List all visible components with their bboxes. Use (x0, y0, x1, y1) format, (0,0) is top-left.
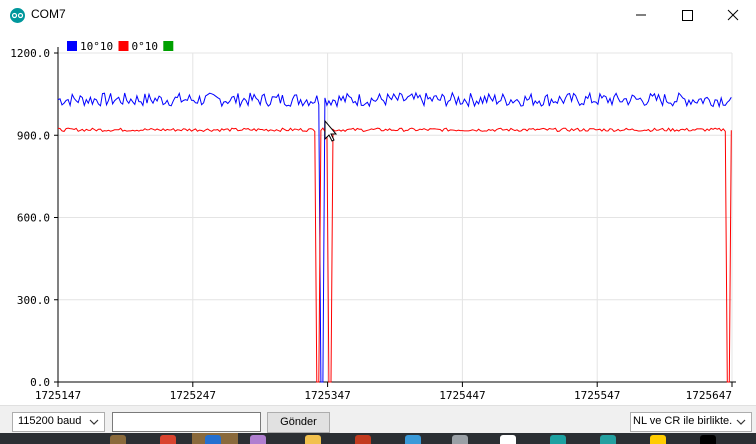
taskbar (0, 433, 756, 444)
taskbar-app-icon[interactable] (160, 435, 176, 444)
window-title: COM7 (31, 7, 66, 21)
taskbar-app-icon[interactable] (700, 435, 716, 444)
series-line-1 (57, 127, 732, 383)
taskbar-app-icon[interactable] (500, 435, 516, 444)
send-button[interactable]: Gönder (267, 412, 330, 433)
y-tick-label: 1200.0 (10, 47, 50, 60)
taskbar-app-icon[interactable] (305, 435, 321, 444)
mouse-cursor-icon (324, 119, 338, 142)
maximize-button[interactable] (664, 0, 710, 30)
legend-swatch (67, 41, 77, 51)
x-tick-label: 1725347 (304, 389, 350, 402)
minimize-icon (636, 14, 646, 16)
taskbar-app-icon[interactable] (250, 435, 266, 444)
taskbar-app-icon[interactable] (205, 435, 221, 444)
chevron-down-icon (89, 419, 99, 425)
chevron-down-icon (736, 419, 746, 425)
x-tick-label: 1725247 (170, 389, 216, 402)
taskbar-app-icon[interactable] (650, 435, 666, 444)
y-tick-label: 300.0 (17, 294, 50, 307)
taskbar-app-icon[interactable] (405, 435, 421, 444)
taskbar-app-icon[interactable] (355, 435, 371, 444)
legend-swatch (163, 41, 174, 51)
taskbar-app-icon[interactable] (600, 435, 616, 444)
x-tick-label: 1725647 (686, 389, 732, 402)
baud-rate-select[interactable]: 115200 baud (12, 412, 105, 432)
maximize-icon (682, 10, 693, 21)
baud-rate-label: 115200 baud (18, 415, 82, 427)
taskbar-app-icon[interactable] (110, 435, 126, 444)
y-tick-label: 600.0 (17, 212, 50, 225)
send-input[interactable] (112, 412, 261, 432)
series-line-0 (57, 91, 732, 383)
close-button[interactable] (710, 0, 756, 30)
x-tick-label: 1725147 (35, 389, 81, 402)
taskbar-app-icon[interactable] (550, 435, 566, 444)
arduino-icon (10, 8, 25, 23)
close-icon (727, 9, 739, 21)
window-titlebar: COM7 (0, 0, 756, 30)
line-ending-select[interactable]: NL ve CR ile birlikte. (630, 412, 752, 432)
legend-swatch (118, 41, 129, 51)
legend-label: 0°10 (132, 40, 159, 53)
y-tick-label: 900.0 (17, 129, 50, 142)
control-bar: 115200 baud Gönder NL ve CR ile birlikte… (0, 405, 756, 434)
minimize-button[interactable] (618, 0, 664, 30)
taskbar-app-icon[interactable] (452, 435, 468, 444)
y-tick-label: 0.0 (30, 376, 50, 389)
line-ending-label: NL ve CR ile birlikte. (633, 415, 733, 427)
legend-label: 10°10 (80, 40, 113, 53)
serial-plotter: 1200.0 900.0 600.0 300.0 0.0 1725147 1725247 17… (0, 30, 756, 405)
x-tick-label: 1725547 (574, 389, 620, 402)
x-tick-label: 1725447 (439, 389, 485, 402)
